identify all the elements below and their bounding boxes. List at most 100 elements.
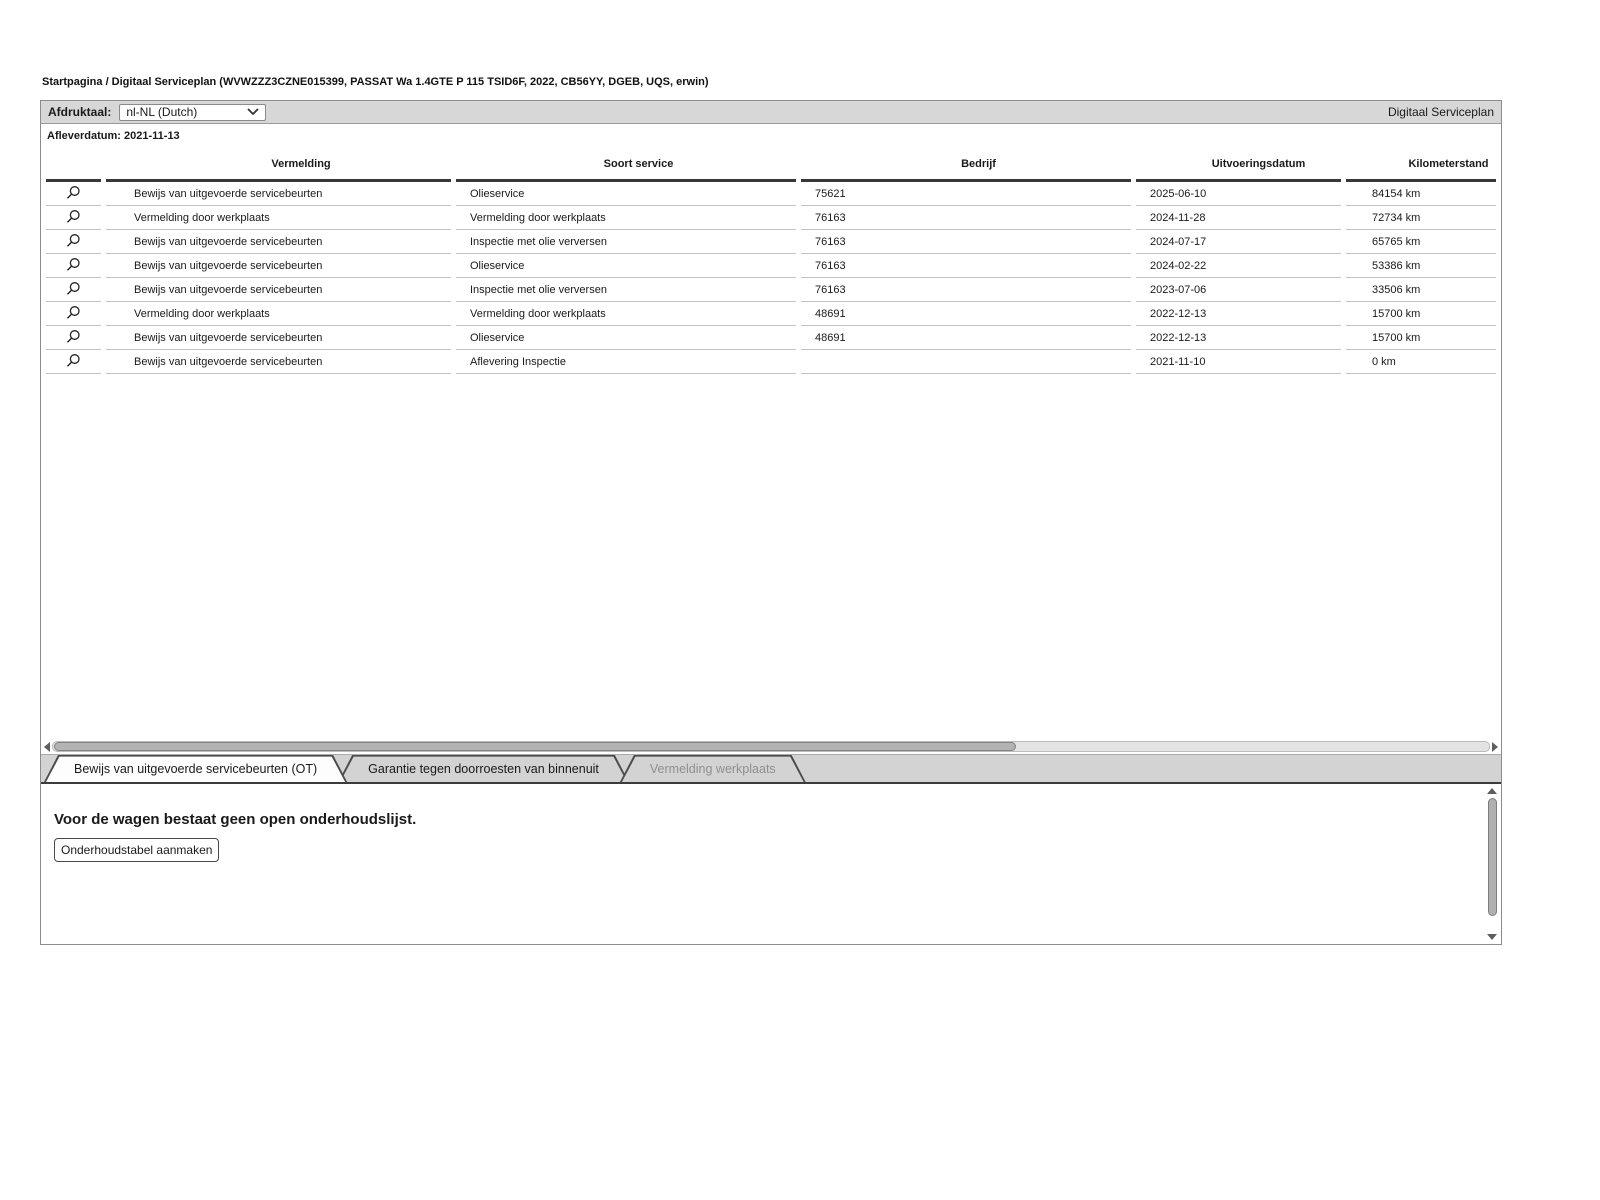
row-detail-cell — [46, 182, 101, 206]
serviceplan-window: Afdruktaal: nl-NL (Dutch) Digitaal Servi… — [40, 100, 1502, 945]
cell-kilometerstand: 72734 km — [1346, 206, 1496, 230]
horizontal-scrollbar-thumb[interactable] — [54, 742, 1017, 751]
service-history-table: Vermelding Soort service Bedrijf Uitvoer… — [41, 150, 1501, 374]
cell-kilometerstand: 0 km — [1346, 350, 1496, 374]
cell-bedrijf: 76163 — [801, 254, 1131, 278]
cell-bedrijf: 76163 — [801, 206, 1131, 230]
cell-uitvoeringsdatum: 2021-11-10 — [1136, 350, 1341, 374]
tab-2[interactable]: Garantie tegen doorroesten van binnenuit — [338, 755, 629, 782]
cell-uitvoeringsdatum: 2025-06-10 — [1136, 182, 1341, 206]
vertical-scrollbar[interactable] — [1485, 788, 1499, 940]
print-language-select[interactable]: nl-NL (Dutch) — [119, 103, 267, 121]
cell-vermelding: Bewijs van uitgevoerde servicebeurten — [106, 278, 451, 302]
cell-kilometerstand: 84154 km — [1346, 182, 1496, 206]
column-header-kilometerstand[interactable]: Kilometerstand — [1346, 150, 1496, 182]
magnifier-icon[interactable] — [66, 209, 81, 224]
table-row[interactable]: Bewijs van uitgevoerde servicebeurten Ol… — [46, 254, 1496, 278]
cell-vermelding: Vermelding door werkplaats — [106, 206, 451, 230]
table-row[interactable]: Bewijs van uitgevoerde servicebeurten Af… — [46, 350, 1496, 374]
row-detail-cell — [46, 206, 101, 230]
table-row[interactable]: Vermelding door werkplaats Vermelding do… — [46, 206, 1496, 230]
table-header-row: Vermelding Soort service Bedrijf Uitvoer… — [46, 150, 1496, 182]
table-row[interactable]: Bewijs van uitgevoerde servicebeurten In… — [46, 230, 1496, 254]
tab-label: Bewijs van uitgevoerde servicebeurten (O… — [74, 761, 318, 776]
cell-uitvoeringsdatum: 2023-07-06 — [1136, 278, 1341, 302]
cell-soort-service: Olieservice — [456, 182, 796, 206]
cell-kilometerstand: 53386 km — [1346, 254, 1496, 278]
create-maintenance-table-button[interactable]: Onderhoudstabel aanmaken — [54, 838, 220, 862]
vertical-scrollbar-thumb[interactable] — [1487, 798, 1497, 916]
horizontal-scrollbar-track[interactable] — [52, 741, 1490, 752]
scroll-left-arrow-icon[interactable] — [44, 741, 50, 752]
column-header-bedrijf[interactable]: Bedrijf — [801, 150, 1131, 182]
cell-soort-service: Aflevering Inspectie — [456, 350, 796, 374]
column-header-soort-service[interactable]: Soort service — [456, 150, 796, 182]
table-row[interactable]: Bewijs van uitgevoerde servicebeurten In… — [46, 278, 1496, 302]
tab-label: Vermelding werkplaats — [649, 761, 776, 776]
cell-vermelding: Bewijs van uitgevoerde servicebeurten — [106, 230, 451, 254]
cell-soort-service: Inspectie met olie verversen — [456, 278, 796, 302]
magnifier-icon[interactable] — [66, 329, 81, 344]
column-header-icon — [46, 150, 101, 182]
cell-soort-service: Olieservice — [456, 254, 796, 278]
cell-vermelding: Bewijs van uitgevoerde servicebeurten — [106, 350, 451, 374]
table-row[interactable]: Vermelding door werkplaats Vermelding do… — [46, 302, 1496, 326]
cell-soort-service: Inspectie met olie verversen — [456, 230, 796, 254]
cell-uitvoeringsdatum: 2024-02-22 — [1136, 254, 1341, 278]
row-detail-cell — [46, 278, 101, 302]
cell-soort-service: Vermelding door werkplaats — [456, 206, 796, 230]
table-row[interactable]: Bewijs van uitgevoerde servicebeurten Ol… — [46, 326, 1496, 350]
app-title: Digitaal Serviceplan — [1387, 105, 1494, 119]
cell-uitvoeringsdatum: 2022-12-13 — [1136, 302, 1341, 326]
scroll-right-arrow-icon[interactable] — [1492, 741, 1498, 752]
chevron-down-icon — [247, 105, 259, 119]
scroll-up-arrow-icon[interactable] — [1487, 788, 1497, 794]
tab-1[interactable]: Bewijs van uitgevoerde servicebeurten (O… — [44, 755, 347, 782]
cell-bedrijf: 76163 — [801, 278, 1131, 302]
column-header-uitvoeringsdatum[interactable]: Uitvoeringsdatum — [1136, 150, 1341, 182]
cell-uitvoeringsdatum: 2024-11-28 — [1136, 206, 1341, 230]
magnifier-icon[interactable] — [66, 257, 81, 272]
cell-vermelding: Bewijs van uitgevoerde servicebeurten — [106, 254, 451, 278]
cell-vermelding: Vermelding door werkplaats — [106, 302, 451, 326]
print-language-label: Afdruktaal: — [48, 105, 112, 119]
breadcrumb[interactable]: Startpagina / Digitaal Serviceplan (WVWZ… — [42, 76, 709, 88]
cell-uitvoeringsdatum: 2024-07-17 — [1136, 230, 1341, 254]
cell-bedrijf: 75621 — [801, 182, 1131, 206]
content-spacer — [41, 374, 1501, 740]
row-detail-cell — [46, 302, 101, 326]
magnifier-icon[interactable] — [66, 233, 81, 248]
cell-vermelding: Bewijs van uitgevoerde servicebeurten — [106, 326, 451, 350]
row-detail-cell — [46, 350, 101, 374]
print-language-value: nl-NL (Dutch) — [126, 105, 198, 119]
row-detail-cell — [46, 326, 101, 350]
cell-soort-service: Olieservice — [456, 326, 796, 350]
maintenance-panel: Voor de wagen bestaat geen open onderhou… — [41, 784, 1501, 944]
horizontal-scrollbar[interactable] — [44, 740, 1498, 753]
row-detail-cell — [46, 230, 101, 254]
cell-soort-service: Vermelding door werkplaats — [456, 302, 796, 326]
magnifier-icon[interactable] — [66, 353, 81, 368]
cell-bedrijf: 48691 — [801, 302, 1131, 326]
column-header-vermelding[interactable]: Vermelding — [106, 150, 451, 182]
print-language-bar: Afdruktaal: nl-NL (Dutch) Digitaal Servi… — [41, 101, 1501, 124]
tab-label: Garantie tegen doorroesten van binnenuit — [368, 761, 599, 776]
scroll-down-arrow-icon[interactable] — [1487, 934, 1497, 940]
cell-uitvoeringsdatum: 2022-12-13 — [1136, 326, 1341, 350]
magnifier-icon[interactable] — [66, 305, 81, 320]
cell-kilometerstand: 15700 km — [1346, 326, 1496, 350]
no-open-maintenance-message: Voor de wagen bestaat geen open onderhou… — [54, 811, 417, 828]
cell-bedrijf: 76163 — [801, 230, 1131, 254]
delivery-date: Afleverdatum: 2021-11-13 — [47, 130, 180, 142]
cell-bedrijf — [801, 350, 1131, 374]
service-table-body: Bewijs van uitgevoerde servicebeurten Ol… — [46, 182, 1496, 374]
magnifier-icon[interactable] — [66, 281, 81, 296]
row-detail-cell — [46, 254, 101, 278]
tab-3[interactable]: Vermelding werkplaats — [620, 755, 806, 782]
magnifier-icon[interactable] — [66, 185, 81, 200]
tab-strip: Bewijs van uitgevoerde servicebeurten (O… — [41, 754, 1501, 784]
table-row[interactable]: Bewijs van uitgevoerde servicebeurten Ol… — [46, 182, 1496, 206]
cell-vermelding: Bewijs van uitgevoerde servicebeurten — [106, 182, 451, 206]
cell-kilometerstand: 15700 km — [1346, 302, 1496, 326]
